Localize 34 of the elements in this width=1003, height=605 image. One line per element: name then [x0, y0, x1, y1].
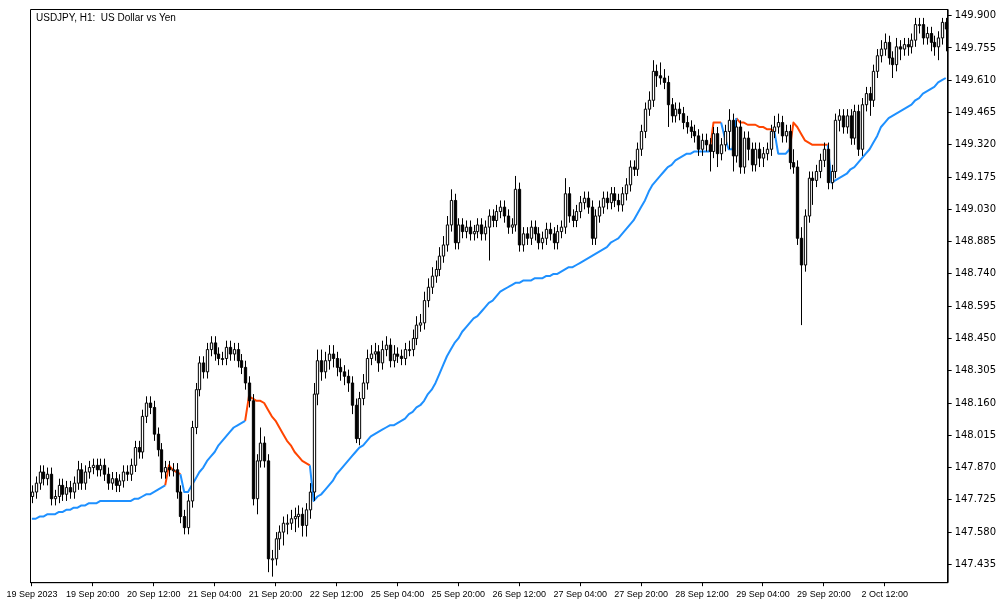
- y-tick-label: 148.595: [954, 299, 997, 311]
- x-tick-label: 26 Sep 12:00: [492, 589, 547, 600]
- x-tick-label: 25 Sep 20:00: [431, 589, 486, 600]
- y-tick-label: 148.740: [954, 267, 997, 279]
- y-tick-label: 148.885: [954, 235, 997, 247]
- x-tick-label: 2 Oct 12:00: [861, 589, 909, 600]
- y-tick-label: 149.465: [954, 106, 997, 118]
- y-tick-label: 148.015: [954, 428, 997, 440]
- x-tick-label: 21 Sep 20:00: [248, 589, 303, 600]
- y-tick-label: 148.305: [954, 364, 997, 376]
- y-tick-label: 147.870: [954, 461, 997, 473]
- x-tick-label: 27 Sep 20:00: [614, 589, 668, 600]
- y-tick-label: 149.175: [954, 170, 997, 182]
- y-tick-label: 147.435: [954, 557, 997, 569]
- y-tick-label: 147.580: [954, 525, 997, 537]
- x-tick-label: 19 Sep 2023: [6, 589, 58, 600]
- x-tick-label: 28 Sep 12:00: [675, 589, 729, 600]
- x-tick-label: 22 Sep 12:00: [309, 589, 364, 600]
- x-tick-label: 29 Sep 20:00: [797, 589, 851, 600]
- y-tick-label: 149.610: [954, 73, 997, 85]
- y-tick-label: 149.755: [954, 41, 997, 53]
- chart-title: USDJPY, H1: US Dollar vs Yen: [36, 12, 176, 23]
- x-tick-label: 27 Sep 04:00: [553, 589, 607, 600]
- y-tick-label: 149.320: [954, 138, 997, 150]
- y-tick-label: 147.725: [954, 493, 997, 505]
- y-tick-label: 148.160: [954, 396, 997, 408]
- x-tick-label: 20 Sep 12:00: [126, 589, 181, 600]
- x-tick-label: 25 Sep 04:00: [370, 589, 425, 600]
- y-tick-label: 148.450: [954, 332, 997, 344]
- x-tick-label: 21 Sep 04:00: [187, 589, 242, 600]
- x-tick-label: 29 Sep 04:00: [736, 589, 790, 600]
- x-tick-label: 19 Sep 20:00: [66, 589, 120, 600]
- y-tick-label: 149.900: [954, 9, 997, 21]
- y-tick-label: 149.030: [954, 202, 997, 214]
